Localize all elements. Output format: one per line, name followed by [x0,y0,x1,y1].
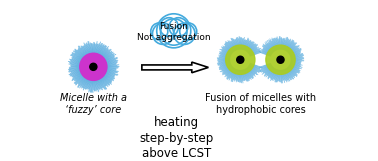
Circle shape [180,23,197,40]
Circle shape [226,45,255,74]
Circle shape [237,56,244,63]
Circle shape [161,19,187,45]
Circle shape [80,53,107,80]
Circle shape [160,18,178,36]
Text: Micelle with a
‘fuzzy’ core: Micelle with a ‘fuzzy’ core [60,93,127,115]
Circle shape [169,18,188,36]
Circle shape [151,23,168,40]
Text: heating
step-by-step
above LCST: heating step-by-step above LCST [139,116,214,160]
Text: Fusion of micelles with
hydrophobic cores: Fusion of micelles with hydrophobic core… [205,93,316,115]
Circle shape [157,14,191,48]
Circle shape [174,23,195,44]
Circle shape [90,63,97,70]
Circle shape [152,23,174,44]
Text: Fusion
Not aggregation: Fusion Not aggregation [137,22,211,42]
Circle shape [277,56,284,63]
Polygon shape [142,62,208,73]
Circle shape [266,45,295,74]
